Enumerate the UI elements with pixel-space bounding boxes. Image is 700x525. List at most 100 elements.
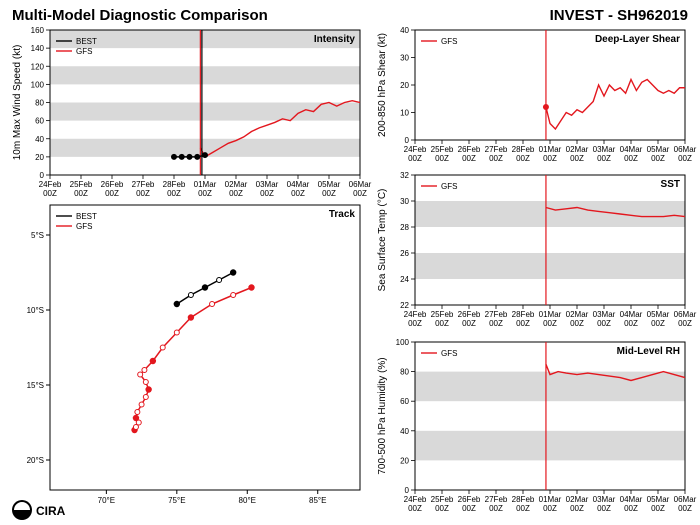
svg-text:20°S: 20°S <box>27 456 44 465</box>
svg-text:00Z: 00Z <box>408 319 422 328</box>
track-legend-best: BEST <box>76 212 97 221</box>
svg-text:24Feb: 24Feb <box>404 310 427 319</box>
svg-text:30: 30 <box>400 197 409 206</box>
panel-shear: 010203040200-850 hPa Shear (kt)Deep-Laye… <box>377 26 697 163</box>
svg-text:00Z: 00Z <box>489 319 503 328</box>
svg-text:01Mar: 01Mar <box>539 495 562 504</box>
intensity-marker <box>194 154 200 160</box>
svg-text:01Mar: 01Mar <box>539 145 562 154</box>
rh-ylabel: 700-500 hPa Humidity (%) <box>377 357 388 474</box>
svg-text:85°E: 85°E <box>309 496 326 505</box>
svg-text:04Mar: 04Mar <box>620 145 643 154</box>
cira-logo: CIRA <box>12 500 66 520</box>
svg-text:27Feb: 27Feb <box>485 310 508 319</box>
intensity-legend-gfs: GFS <box>76 47 92 56</box>
svg-text:30: 30 <box>400 54 409 63</box>
svg-text:03Mar: 03Mar <box>256 180 279 189</box>
shear-marker <box>543 104 549 110</box>
svg-text:02Mar: 02Mar <box>566 495 589 504</box>
svg-text:00Z: 00Z <box>651 319 665 328</box>
svg-text:0: 0 <box>40 171 45 180</box>
svg-text:28Feb: 28Feb <box>512 495 535 504</box>
main-title-left: Multi-Model Diagnostic Comparison <box>12 7 268 24</box>
svg-text:00Z: 00Z <box>678 154 692 163</box>
svg-text:100: 100 <box>396 338 410 347</box>
main-title-right: INVEST - SH962019 <box>550 7 688 24</box>
panel-intensity: 02040608010012014016010m Max Wind Speed … <box>12 26 372 198</box>
svg-text:00Z: 00Z <box>543 504 557 513</box>
svg-text:27Feb: 27Feb <box>132 180 155 189</box>
svg-text:26Feb: 26Feb <box>458 145 481 154</box>
svg-text:00Z: 00Z <box>624 154 638 163</box>
panel-track: 70°E75°E80°E85°E5°S10°S15°S20°STrackBEST… <box>27 205 360 505</box>
svg-text:40: 40 <box>400 26 409 35</box>
svg-text:00Z: 00Z <box>624 504 638 513</box>
svg-text:70°E: 70°E <box>98 496 115 505</box>
svg-text:00Z: 00Z <box>260 189 274 198</box>
intensity-marker <box>171 154 177 160</box>
svg-text:80°E: 80°E <box>239 496 256 505</box>
svg-text:04Mar: 04Mar <box>287 180 310 189</box>
svg-text:00Z: 00Z <box>74 189 88 198</box>
intensity-marker <box>187 154 193 160</box>
svg-text:00Z: 00Z <box>105 189 119 198</box>
svg-text:20: 20 <box>400 81 409 90</box>
rh-legend-gfs: GFS <box>441 349 457 358</box>
svg-text:00Z: 00Z <box>516 319 530 328</box>
svg-text:15°S: 15°S <box>27 381 44 390</box>
svg-text:26Feb: 26Feb <box>458 310 481 319</box>
svg-text:28Feb: 28Feb <box>512 310 535 319</box>
rh-title: Mid-Level RH <box>617 346 680 357</box>
svg-text:24Feb: 24Feb <box>404 145 427 154</box>
svg-text:00Z: 00Z <box>570 504 584 513</box>
svg-text:03Mar: 03Mar <box>593 495 616 504</box>
svg-text:05Mar: 05Mar <box>647 145 670 154</box>
svg-text:5°S: 5°S <box>31 231 44 240</box>
svg-text:27Feb: 27Feb <box>485 495 508 504</box>
sst-legend-gfs: GFS <box>441 182 457 191</box>
svg-text:05Mar: 05Mar <box>647 495 670 504</box>
svg-text:25Feb: 25Feb <box>431 310 454 319</box>
shear-title: Deep-Layer Shear <box>595 34 680 45</box>
intensity-marker <box>179 154 185 160</box>
svg-text:00Z: 00Z <box>624 319 638 328</box>
svg-text:10: 10 <box>400 109 409 118</box>
svg-text:02Mar: 02Mar <box>566 145 589 154</box>
svg-text:00Z: 00Z <box>543 319 557 328</box>
svg-text:02Mar: 02Mar <box>566 310 589 319</box>
svg-text:00Z: 00Z <box>597 154 611 163</box>
svg-text:00Z: 00Z <box>543 154 557 163</box>
svg-text:06Mar: 06Mar <box>674 310 697 319</box>
svg-text:CIRA: CIRA <box>36 504 66 518</box>
svg-text:20: 20 <box>35 153 44 162</box>
intensity-ylabel: 10m Max Wind Speed (kt) <box>12 45 23 161</box>
intensity-title: Intensity <box>314 34 356 45</box>
svg-text:00Z: 00Z <box>489 154 503 163</box>
svg-text:22: 22 <box>400 301 409 310</box>
svg-text:26: 26 <box>400 249 409 258</box>
intensity-marker <box>202 152 208 158</box>
svg-text:01Mar: 01Mar <box>194 180 217 189</box>
svg-text:26Feb: 26Feb <box>101 180 124 189</box>
shear-gfs-line <box>546 80 685 130</box>
svg-text:28: 28 <box>400 223 409 232</box>
svg-text:25Feb: 25Feb <box>431 495 454 504</box>
svg-text:00Z: 00Z <box>462 154 476 163</box>
svg-text:00Z: 00Z <box>136 189 150 198</box>
svg-text:00Z: 00Z <box>435 504 449 513</box>
svg-text:27Feb: 27Feb <box>485 145 508 154</box>
svg-text:40: 40 <box>35 135 44 144</box>
svg-text:28Feb: 28Feb <box>512 145 535 154</box>
svg-text:00Z: 00Z <box>43 189 57 198</box>
svg-text:160: 160 <box>31 26 45 35</box>
svg-text:00Z: 00Z <box>353 189 367 198</box>
svg-text:04Mar: 04Mar <box>620 310 643 319</box>
svg-text:01Mar: 01Mar <box>539 310 562 319</box>
svg-text:00Z: 00Z <box>462 319 476 328</box>
svg-text:60: 60 <box>35 117 44 126</box>
svg-text:06Mar: 06Mar <box>674 495 697 504</box>
svg-text:20: 20 <box>400 456 409 465</box>
svg-text:00Z: 00Z <box>489 504 503 513</box>
svg-text:00Z: 00Z <box>597 504 611 513</box>
svg-text:80: 80 <box>400 368 409 377</box>
